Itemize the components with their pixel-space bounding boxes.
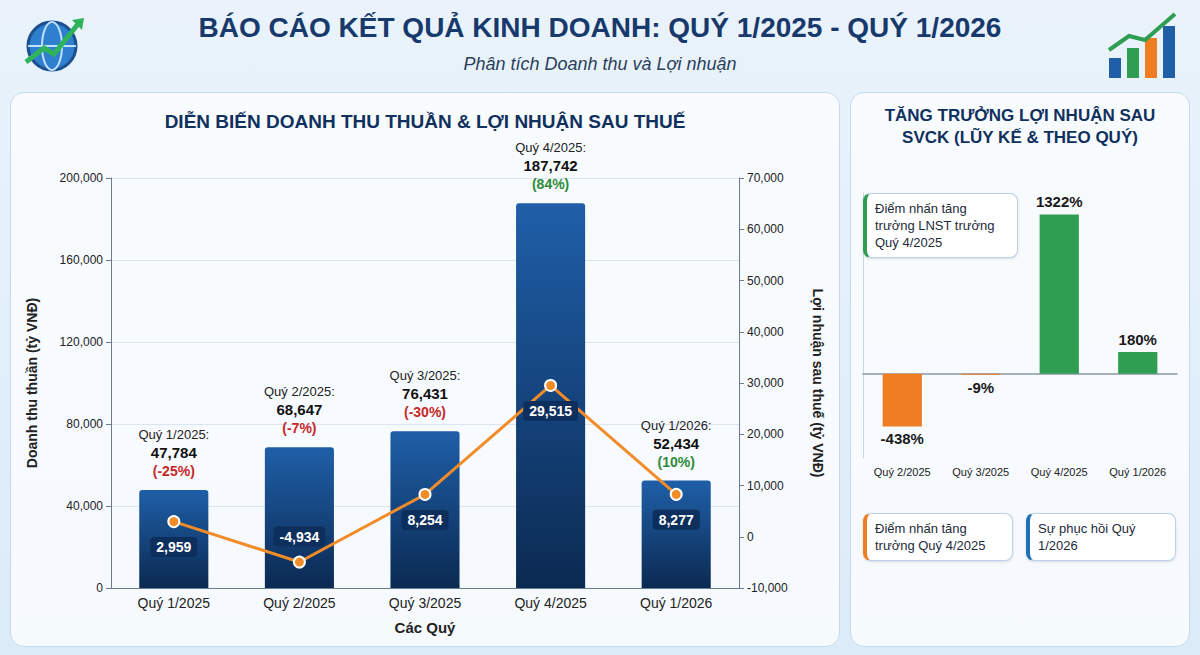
svg-text:Quý 1/2026: Quý 1/2026 [1109, 466, 1166, 478]
svg-text:-9%: -9% [967, 379, 994, 396]
svg-text:76,431: 76,431 [402, 385, 448, 402]
svg-text:29,515: 29,515 [529, 403, 572, 419]
html-text:BÁO CÁO KẾT QUẢ KINH DOANH: QU: BÁO CÁO KẾT QUẢ KINH DOANH: QUÝ 1/2025 -… [198, 12, 1002, 43]
svg-text:8,277: 8,277 [659, 512, 694, 528]
html-text:TĂNG TRƯỞNG LỢI NHUẬN SAU SVCK: TĂNG TRƯỞNG LỢI NHUẬN SAU SVCK (LŨY KẾ &… [884, 106, 1156, 147]
svg-text:Quý 4/2025: Quý 4/2025 [1031, 466, 1088, 478]
svg-text:40,000: 40,000 [747, 325, 784, 339]
svg-text:(84%): (84%) [532, 176, 569, 192]
svg-text:80,000: 80,000 [66, 417, 103, 431]
svg-text:Doanh thu thuần (tỷ VNĐ): Doanh thu thuần (tỷ VNĐ) [24, 298, 40, 468]
svg-text:1322%: 1322% [1036, 193, 1083, 210]
svg-text:Quý 1/2026:: Quý 1/2026: [641, 418, 712, 433]
svg-text:DIỄN BIẾN DOANH THU THUẦN & LỢ: DIỄN BIẾN DOANH THU THUẦN & LỢI NHUẬN SA… [165, 111, 686, 132]
svg-text:Quý 3/2025: Quý 3/2025 [389, 595, 462, 611]
svg-text:8,254: 8,254 [407, 512, 442, 528]
svg-text:Quý 1/2025:: Quý 1/2025: [138, 427, 209, 442]
svg-text:40,000: 40,000 [66, 499, 103, 513]
svg-text:30,000: 30,000 [747, 376, 784, 390]
svg-text:160,000: 160,000 [60, 253, 104, 267]
svg-text:120,000: 120,000 [60, 335, 104, 349]
svg-text:52,434: 52,434 [653, 435, 700, 452]
html-text:Phân tích Doanh thu và Lợi nhu: Phân tích Doanh thu và Lợi nhuận [463, 54, 737, 74]
svg-text:(-7%): (-7%) [282, 420, 316, 436]
html-text:Sự phục hồi Quý 1/2026: Sự phục hồi Quý 1/2026 [1038, 521, 1136, 553]
svg-text:Quý 2/2025:: Quý 2/2025: [264, 384, 335, 399]
svg-text:47,784: 47,784 [151, 444, 198, 461]
svg-text:Quý 3/2025:: Quý 3/2025: [390, 368, 461, 383]
svg-text:0: 0 [747, 530, 754, 544]
svg-text:70,000: 70,000 [747, 171, 784, 185]
svg-text:2,959: 2,959 [156, 539, 191, 555]
svg-text:Quý 1/2026: Quý 1/2026 [640, 595, 713, 611]
svg-text:Quý 2/2025: Quý 2/2025 [263, 595, 336, 611]
svg-text:68,647: 68,647 [276, 401, 322, 418]
svg-text:200,000: 200,000 [60, 171, 104, 185]
svg-text:Các Quý: Các Quý [395, 619, 457, 636]
svg-text:0: 0 [96, 581, 103, 595]
html-text:Điểm nhấn tăng trưởng Quý 4/20: Điểm nhấn tăng trưởng Quý 4/2025 [875, 521, 986, 553]
svg-text:(-30%): (-30%) [404, 404, 446, 420]
svg-text:Quý 3/2025: Quý 3/2025 [952, 466, 1009, 478]
svg-text:Quý 4/2025:: Quý 4/2025: [515, 140, 586, 155]
svg-text:187,742: 187,742 [523, 157, 577, 174]
html-text:Điểm nhấn tăng trưởng LNST trư: Điểm nhấn tăng trưởng LNST trưởng Quý 4/… [875, 201, 995, 250]
svg-text:10,000: 10,000 [747, 479, 784, 493]
svg-text:-4,934: -4,934 [280, 529, 320, 545]
svg-text:20,000: 20,000 [747, 427, 784, 441]
svg-text:60,000: 60,000 [747, 222, 784, 236]
svg-text:Quý 2/2025: Quý 2/2025 [874, 466, 931, 478]
svg-text:(-25%): (-25%) [153, 463, 195, 479]
svg-text:180%: 180% [1119, 331, 1157, 348]
svg-text:Quý 1/2025: Quý 1/2025 [138, 595, 211, 611]
svg-text:-438%: -438% [881, 430, 924, 447]
svg-text:(10%): (10%) [658, 454, 695, 470]
svg-text:50,000: 50,000 [747, 274, 784, 288]
svg-text:Quý 4/2025: Quý 4/2025 [514, 595, 587, 611]
svg-text:-10,000: -10,000 [747, 581, 788, 595]
svg-text:Lợi nhuận sau thuế (tỷ VNĐ): Lợi nhuận sau thuế (tỷ VNĐ) [810, 289, 826, 478]
